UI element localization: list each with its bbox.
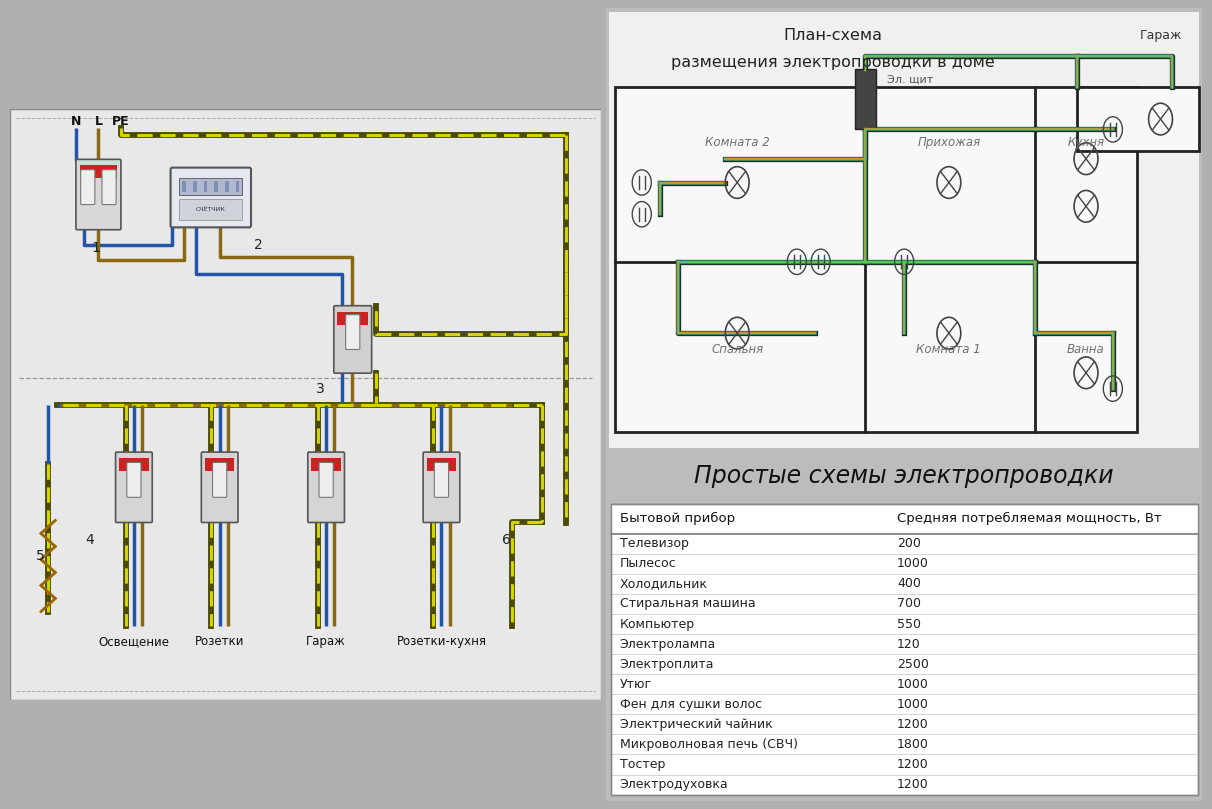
FancyBboxPatch shape bbox=[434, 463, 448, 498]
FancyBboxPatch shape bbox=[76, 159, 121, 230]
Bar bbox=[204, 181, 207, 192]
Text: 200: 200 bbox=[897, 537, 921, 550]
FancyBboxPatch shape bbox=[81, 170, 95, 205]
Text: Гараж: Гараж bbox=[1139, 29, 1182, 42]
Text: 1000: 1000 bbox=[897, 678, 928, 691]
Text: PE: PE bbox=[112, 116, 130, 129]
Text: Комната 2: Комната 2 bbox=[705, 137, 770, 150]
Text: Простые схемы электропроводки: Простые схемы электропроводки bbox=[694, 464, 1114, 488]
Bar bbox=[611, 503, 1197, 794]
Text: Бытовой прибор: Бытовой прибор bbox=[619, 512, 734, 525]
Bar bbox=[1077, 87, 1200, 150]
FancyBboxPatch shape bbox=[212, 463, 227, 498]
Text: Тостер: Тостер bbox=[619, 758, 665, 771]
Bar bbox=[225, 181, 229, 192]
Bar bbox=[854, 69, 876, 129]
FancyBboxPatch shape bbox=[127, 463, 141, 498]
Bar bbox=[179, 178, 242, 194]
Text: Холодильник: Холодильник bbox=[619, 578, 708, 591]
Text: 3: 3 bbox=[316, 382, 325, 396]
Text: 1200: 1200 bbox=[897, 718, 928, 731]
FancyBboxPatch shape bbox=[201, 452, 238, 523]
Text: 120: 120 bbox=[897, 637, 921, 650]
Text: Розетки-кухня: Розетки-кухня bbox=[396, 635, 486, 648]
Text: Ванна: Ванна bbox=[1067, 342, 1105, 355]
Bar bbox=[614, 87, 1137, 432]
Text: Утюг: Утюг bbox=[619, 678, 652, 691]
Text: 1200: 1200 bbox=[897, 758, 928, 771]
Text: 4: 4 bbox=[85, 533, 93, 548]
FancyBboxPatch shape bbox=[102, 170, 116, 205]
Text: Электроплита: Электроплита bbox=[619, 658, 714, 671]
Bar bbox=[80, 165, 116, 178]
Text: Электролампа: Электролампа bbox=[619, 637, 716, 650]
Text: 6: 6 bbox=[502, 533, 511, 548]
Bar bbox=[182, 181, 185, 192]
FancyBboxPatch shape bbox=[333, 306, 372, 373]
Bar bbox=[608, 12, 1200, 448]
Text: Электрический чайник: Электрический чайник bbox=[619, 718, 772, 731]
Bar bbox=[611, 503, 1197, 794]
Text: Комната 1: Комната 1 bbox=[916, 342, 982, 355]
Text: 550: 550 bbox=[897, 617, 921, 630]
Text: 1000: 1000 bbox=[897, 557, 928, 570]
Text: СЧЁТЧИК: СЧЁТЧИК bbox=[196, 207, 225, 213]
Text: Пылесос: Пылесос bbox=[619, 557, 676, 570]
Text: 1: 1 bbox=[91, 240, 99, 255]
Bar bbox=[193, 181, 196, 192]
Text: 1200: 1200 bbox=[897, 778, 928, 791]
FancyBboxPatch shape bbox=[171, 167, 251, 227]
Bar bbox=[235, 181, 239, 192]
Text: Освещение: Освещение bbox=[98, 635, 170, 648]
Text: Микроволновая печь (СВЧ): Микроволновая печь (СВЧ) bbox=[619, 738, 797, 751]
Text: 400: 400 bbox=[897, 578, 921, 591]
Text: Эл. щит: Эл. щит bbox=[887, 74, 933, 84]
Text: Розетки: Розетки bbox=[195, 635, 245, 648]
Bar bbox=[611, 503, 1197, 534]
FancyBboxPatch shape bbox=[345, 315, 360, 349]
FancyBboxPatch shape bbox=[423, 452, 459, 523]
FancyBboxPatch shape bbox=[115, 452, 153, 523]
Text: 1800: 1800 bbox=[897, 738, 928, 751]
Text: L: L bbox=[95, 116, 103, 129]
Text: Средняя потребляемая мощность, Вт: Средняя потребляемая мощность, Вт bbox=[897, 512, 1161, 525]
Text: 700: 700 bbox=[897, 598, 921, 611]
Text: 2: 2 bbox=[253, 238, 263, 252]
Text: 2500: 2500 bbox=[897, 658, 928, 671]
Bar bbox=[337, 311, 368, 324]
Bar bbox=[215, 181, 218, 192]
Bar bbox=[205, 458, 234, 471]
Text: Телевизор: Телевизор bbox=[619, 537, 688, 550]
Text: размещения электропроводки в доме: размещения электропроводки в доме bbox=[670, 54, 995, 70]
Bar bbox=[427, 458, 456, 471]
Text: Спальня: Спальня bbox=[711, 342, 764, 355]
FancyBboxPatch shape bbox=[319, 463, 333, 498]
Text: Компьютер: Компьютер bbox=[619, 617, 694, 630]
Text: Кухня: Кухня bbox=[1068, 137, 1104, 150]
Text: Электродуховка: Электродуховка bbox=[619, 778, 728, 791]
Text: 1000: 1000 bbox=[897, 698, 928, 711]
Text: N: N bbox=[70, 116, 81, 129]
Bar bbox=[119, 458, 149, 471]
Text: Фен для сушки волос: Фен для сушки волос bbox=[619, 698, 762, 711]
Text: Гараж: Гараж bbox=[307, 635, 345, 648]
Text: 5: 5 bbox=[36, 549, 45, 563]
Text: План-схема: План-схема bbox=[783, 28, 882, 44]
Bar bbox=[311, 458, 341, 471]
Text: Стиральная машина: Стиральная машина bbox=[619, 598, 755, 611]
Bar bbox=[179, 199, 242, 220]
Text: Прихожая: Прихожая bbox=[917, 137, 981, 150]
FancyBboxPatch shape bbox=[308, 452, 344, 523]
